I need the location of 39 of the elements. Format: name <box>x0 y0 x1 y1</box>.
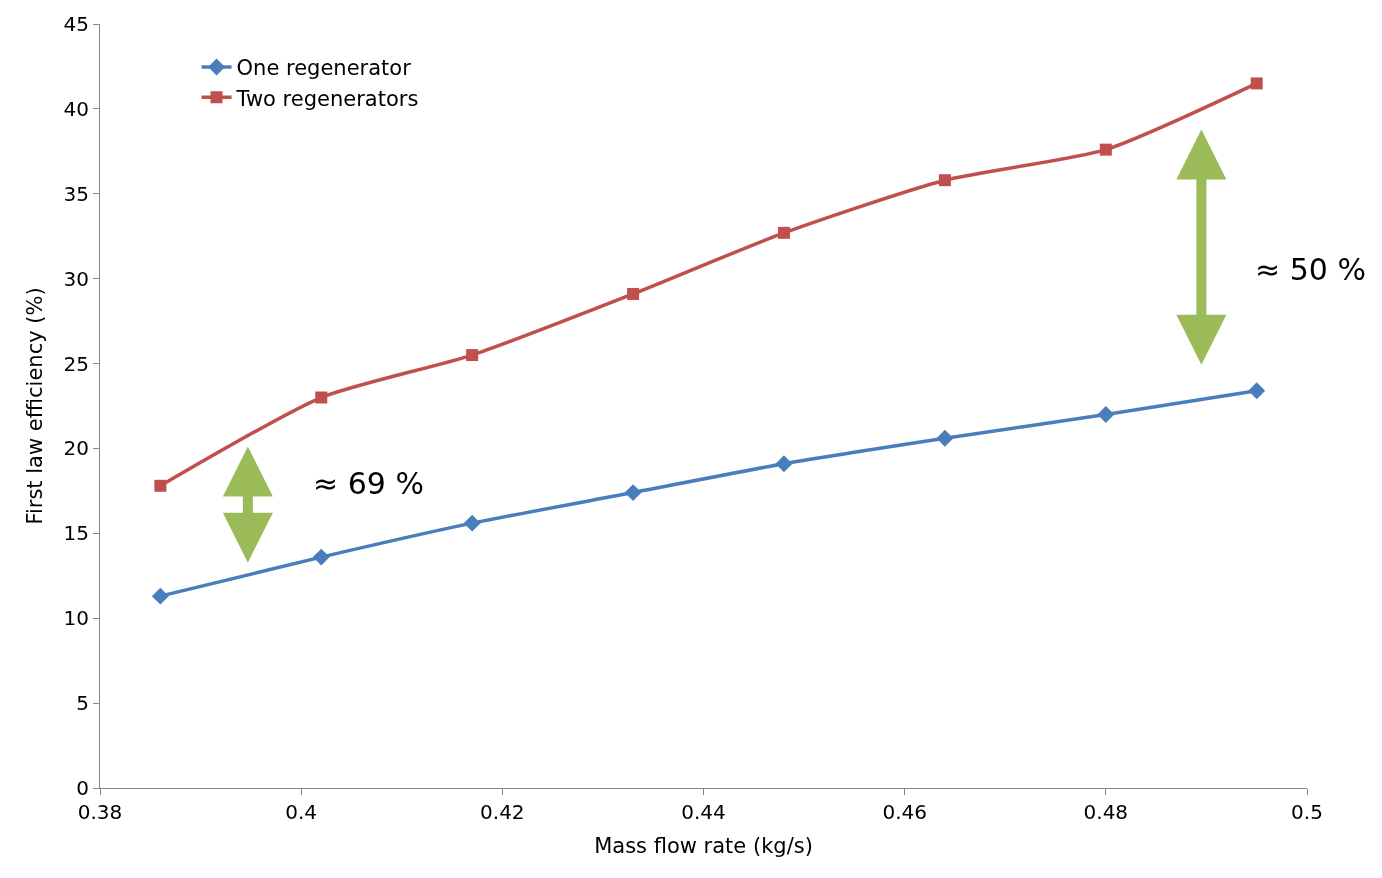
x-tick-label: 0.44 <box>681 800 726 824</box>
point <box>312 548 330 566</box>
point <box>154 479 167 492</box>
y-tick-label: 40 <box>63 96 89 121</box>
point <box>624 484 642 502</box>
point <box>463 514 481 532</box>
point <box>938 174 951 187</box>
legend-label: Two regenerators <box>235 86 419 111</box>
point <box>466 349 479 362</box>
y-tick-label: 30 <box>63 266 89 291</box>
x-axis-title: Mass flow rate (kg/s) <box>594 834 813 859</box>
point <box>777 226 790 239</box>
y-tick-label: 0 <box>76 776 89 800</box>
y-axis-title: First law efficiency (%) <box>22 287 47 525</box>
point <box>936 429 954 447</box>
point <box>1099 143 1112 156</box>
y-tick-label: 45 <box>63 12 89 36</box>
x-tick-label: 0.42 <box>480 800 525 824</box>
x-tick-label: 0.46 <box>882 800 927 824</box>
y-tick-label: 35 <box>63 181 89 206</box>
point <box>1248 382 1266 400</box>
point <box>1250 77 1263 90</box>
y-tick-label: 5 <box>76 691 89 716</box>
point <box>775 455 793 473</box>
point <box>151 587 169 605</box>
x-tick-label: 0.5 <box>1291 800 1323 824</box>
point <box>1097 406 1115 423</box>
y-tick-label: 10 <box>63 606 89 631</box>
point <box>627 287 640 300</box>
x-tick-label: 0.38 <box>77 800 123 824</box>
point <box>315 391 328 404</box>
x-tick-label: 0.48 <box>1083 800 1129 824</box>
y-tick-label: 25 <box>63 351 89 376</box>
y-tick-label: 20 <box>63 436 89 461</box>
legend-label: One regenerator <box>236 56 412 81</box>
x-tick-label: 0.4 <box>285 800 318 824</box>
annotation: ≈ 69 % <box>313 466 424 501</box>
y-tick-label: 15 <box>63 521 89 546</box>
annotation: ≈ 50 % <box>1255 252 1366 287</box>
